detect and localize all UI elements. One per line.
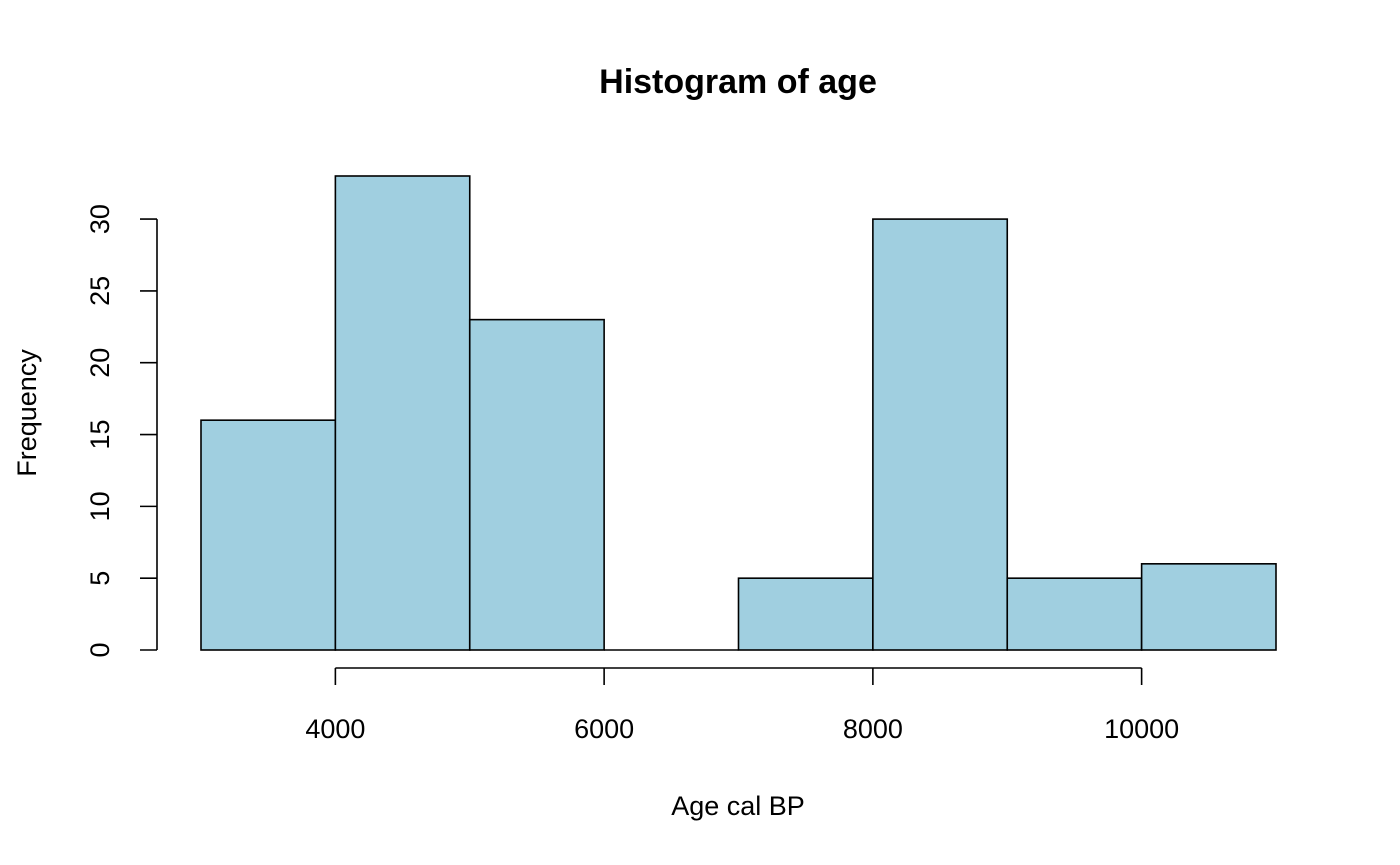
histogram-bar-7: [1140, 563, 1277, 651]
histogram-bar-2: [468, 318, 605, 651]
x-tick-label-6000: 6000: [574, 714, 634, 744]
y-axis: 0 5 10 15 20 25 30: [85, 204, 158, 658]
y-tick-label-25: 25: [85, 276, 115, 306]
y-tick-label-15: 15: [85, 420, 115, 450]
y-tick-label-5: 5: [85, 571, 115, 586]
y-tick-label-10: 10: [85, 491, 115, 521]
histogram-bar-4: [737, 577, 874, 651]
histogram-bar-0: [200, 419, 337, 651]
x-tick-label-8000: 8000: [843, 714, 903, 744]
y-axis-label: Frequency: [12, 349, 42, 477]
y-tick-label-30: 30: [85, 204, 115, 234]
histogram-bar-1: [334, 175, 471, 651]
bars-group: [200, 175, 1277, 651]
x-axis-label: Age cal BP: [671, 791, 805, 821]
histogram-bar-5: [872, 218, 1009, 651]
histogram-bar-6: [1006, 577, 1143, 651]
y-tick-label-20: 20: [85, 348, 115, 378]
x-tick-label-4000: 4000: [305, 714, 365, 744]
x-tick-label-10000: 10000: [1104, 714, 1179, 744]
chart-title: Histogram of age: [599, 63, 877, 101]
x-axis: 4000 6000 8000 10000: [305, 667, 1179, 744]
y-tick-label-0: 0: [85, 642, 115, 657]
